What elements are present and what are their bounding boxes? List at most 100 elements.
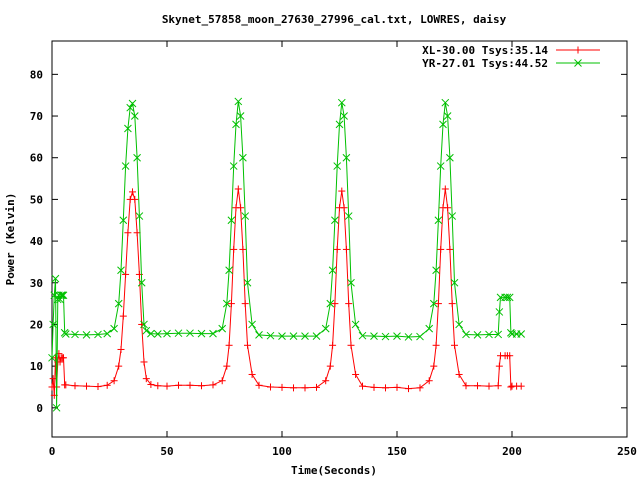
- data-point: [110, 377, 118, 385]
- data-point: [333, 162, 342, 170]
- legend-marker: [574, 59, 582, 67]
- data-point: [335, 120, 344, 129]
- data-point: [432, 266, 440, 275]
- data-point: [495, 308, 504, 316]
- y-tick-label: 40: [30, 235, 43, 248]
- data-point: [71, 382, 79, 390]
- data-point: [197, 329, 206, 338]
- y-tick-label: 60: [30, 152, 43, 165]
- data-point: [439, 120, 447, 129]
- data-point: [56, 358, 64, 366]
- data-point: [352, 370, 360, 378]
- data-point: [441, 98, 450, 107]
- data-point: [429, 299, 438, 308]
- data-point: [382, 384, 389, 392]
- data-point: [174, 329, 183, 338]
- data-point: [209, 329, 217, 338]
- data-point: [451, 341, 458, 349]
- data-point: [517, 382, 525, 390]
- data-point: [135, 212, 144, 220]
- data-point: [434, 300, 442, 308]
- data-point: [236, 112, 245, 120]
- data-point: [237, 204, 245, 212]
- data-point: [103, 381, 111, 389]
- y-tick-label: 20: [30, 318, 43, 331]
- data-point: [455, 320, 463, 329]
- data-point: [278, 332, 286, 340]
- data-point: [48, 353, 56, 362]
- data-point: [49, 375, 57, 383]
- data-point: [462, 330, 470, 339]
- x-tick-label: 200: [502, 445, 522, 458]
- data-point: [110, 324, 118, 333]
- y-tick-label: 10: [30, 360, 43, 373]
- data-point: [337, 98, 346, 107]
- x-tick-label: 100: [272, 445, 292, 458]
- x-axis-label: Time(Seconds): [291, 464, 377, 477]
- data-point: [517, 330, 526, 338]
- data-point: [223, 362, 231, 370]
- data-point: [381, 332, 390, 341]
- data-point: [239, 245, 247, 253]
- data-point: [503, 293, 512, 302]
- x-tick-label: 50: [160, 445, 173, 458]
- legend-sample-yr: [556, 59, 600, 67]
- data-point: [241, 300, 249, 308]
- data-point: [312, 332, 321, 340]
- data-point: [117, 345, 125, 353]
- data-point: [507, 383, 515, 391]
- data-point: [119, 216, 128, 225]
- data-point: [114, 299, 123, 308]
- data-point: [432, 341, 440, 349]
- data-point: [358, 331, 367, 340]
- data-point: [163, 382, 171, 390]
- data-point: [133, 229, 141, 237]
- data-point: [393, 332, 401, 340]
- data-point: [494, 382, 502, 390]
- data-point: [131, 195, 139, 203]
- data-point: [71, 330, 79, 339]
- chart-title: Skynet_57858_moon_27630_27996_cal.txt, L…: [162, 13, 507, 26]
- series-0: [48, 185, 525, 399]
- data-point: [441, 185, 449, 193]
- data-point: [140, 320, 148, 329]
- data-point: [59, 291, 68, 300]
- data-point: [416, 332, 424, 341]
- data-point: [255, 331, 263, 339]
- y-tick-label: 70: [30, 110, 43, 123]
- data-point: [140, 358, 148, 366]
- data-point: [232, 120, 240, 129]
- x-tick-label: 0: [49, 445, 56, 458]
- data-point: [290, 384, 297, 392]
- data-point: [331, 300, 339, 308]
- data-point: [147, 329, 155, 338]
- data-point: [239, 153, 247, 162]
- data-point: [301, 384, 309, 392]
- data-point: [51, 274, 60, 283]
- legend-label-xl: XL-30.00 Tsys:35.14: [422, 44, 548, 57]
- y-tick-label: 0: [36, 402, 43, 415]
- data-point: [338, 187, 346, 195]
- data-point: [278, 383, 286, 391]
- data-point: [186, 381, 194, 389]
- data-point: [137, 278, 146, 287]
- data-point: [133, 153, 141, 162]
- data-point: [289, 332, 298, 340]
- data-point: [322, 377, 330, 385]
- data-point: [163, 329, 171, 338]
- data-point: [351, 320, 360, 329]
- data-point: [142, 326, 151, 335]
- data-point: [437, 245, 445, 253]
- data-point: [416, 384, 424, 392]
- data-point: [234, 185, 242, 193]
- data-point: [227, 300, 235, 308]
- series-layer: [48, 97, 526, 412]
- data-point: [345, 300, 353, 308]
- data-point: [370, 383, 378, 391]
- data-point: [328, 266, 337, 275]
- data-point: [229, 162, 238, 170]
- data-point: [83, 382, 90, 390]
- data-point: [62, 381, 70, 389]
- data-point: [347, 278, 355, 287]
- data-point: [122, 270, 130, 278]
